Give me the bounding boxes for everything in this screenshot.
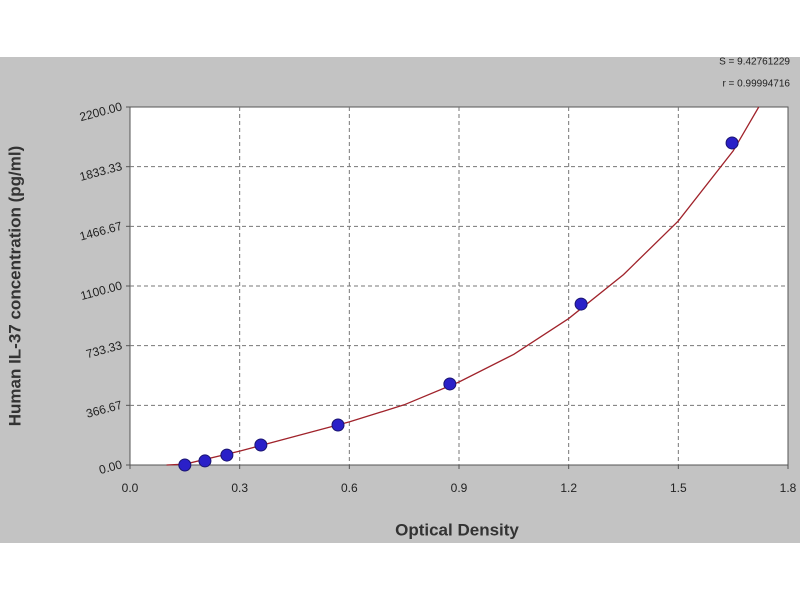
- annotation: r = 0.99994716: [722, 79, 790, 90]
- data-point: [725, 136, 739, 150]
- data-point: [198, 454, 212, 468]
- data-point: [254, 438, 268, 452]
- x-axis-title: Optical Density: [395, 520, 519, 539]
- x-tick-label: 1.8: [780, 481, 797, 495]
- data-point: [574, 297, 588, 311]
- x-tick-label: 1.5: [670, 481, 687, 495]
- data-point: [178, 458, 192, 472]
- x-tick-label: 1.2: [560, 481, 577, 495]
- x-tick-label: 0.6: [341, 481, 358, 495]
- data-point: [443, 377, 457, 391]
- fit-curve: [166, 106, 760, 466]
- data-point: [220, 448, 234, 462]
- y-tick-label: 0.00: [97, 457, 123, 477]
- x-tick-label: 0.9: [451, 481, 468, 495]
- y-axis-title: Human IL-37 concentration (pg/ml): [5, 146, 24, 427]
- annotation: S = 9.42761229: [719, 57, 790, 68]
- data-point: [331, 418, 345, 432]
- x-tick-label: 0.0: [122, 481, 139, 495]
- x-tick-label: 0.3: [231, 481, 248, 495]
